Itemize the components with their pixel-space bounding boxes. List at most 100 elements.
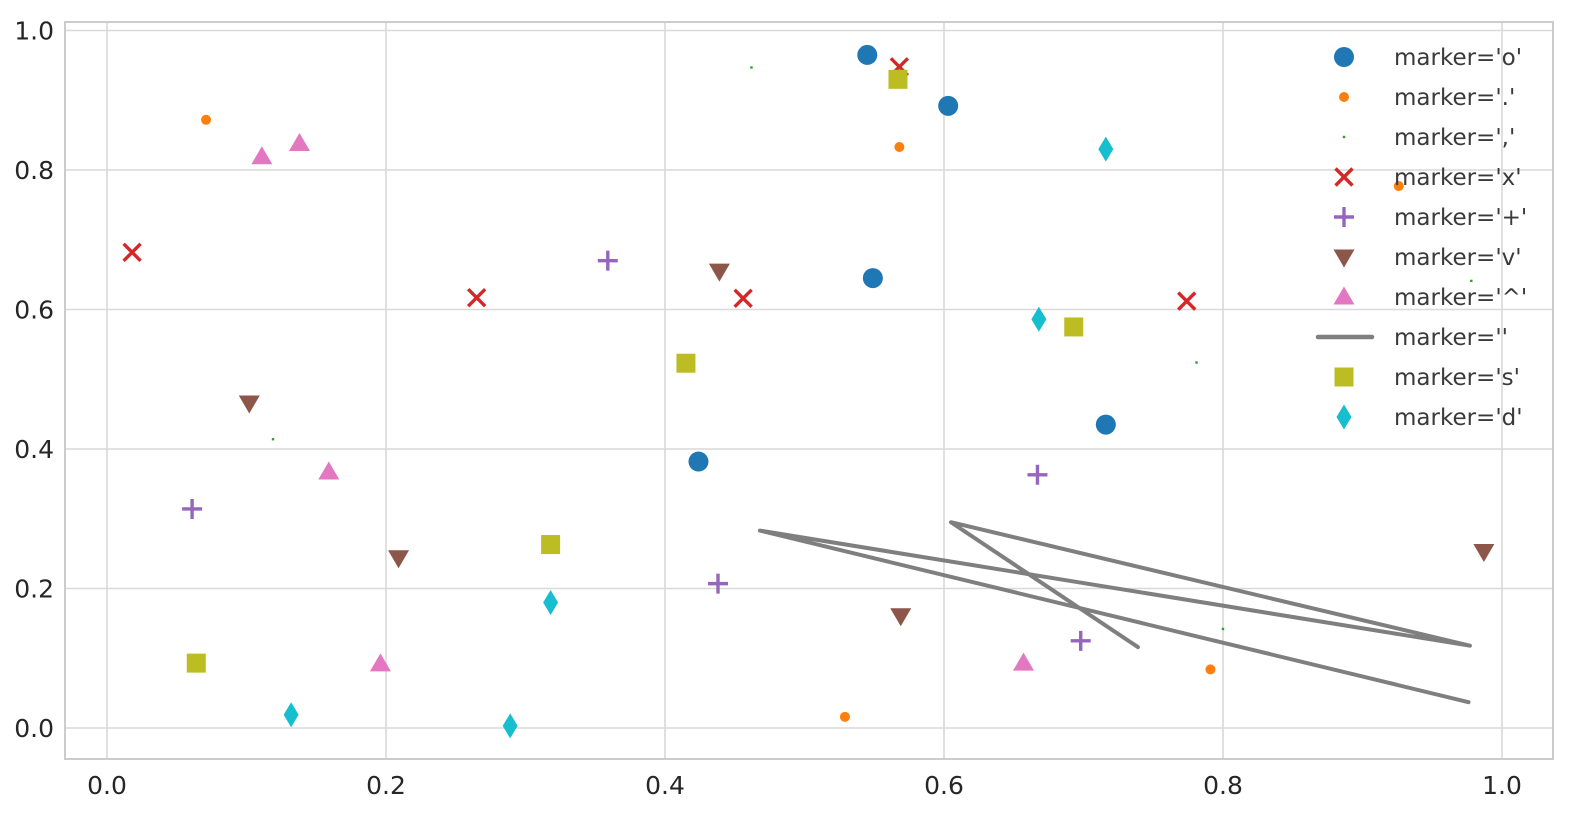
data-point-marker-comma — [1470, 279, 1473, 283]
legend-label: marker='+' — [1394, 205, 1527, 231]
legend-entry: marker='v' — [1333, 245, 1522, 271]
data-point-marker-. — [1393, 181, 1404, 192]
x-tick-label: 0.2 — [366, 771, 406, 800]
data-point-marker-o — [1095, 414, 1116, 435]
legend-label: marker='o' — [1394, 45, 1522, 71]
data-point-marker-o — [938, 95, 959, 116]
legend-label: marker='s' — [1394, 365, 1520, 391]
data-point-marker-s — [676, 353, 696, 373]
y-tick-label: 0.4 — [14, 435, 54, 464]
data-point-marker-s — [541, 535, 561, 555]
y-tick-label: 1.0 — [14, 17, 54, 46]
data-point-marker-d — [1031, 306, 1047, 332]
data-point-marker-s — [1334, 367, 1354, 387]
legend-entry: marker='x' — [1334, 165, 1522, 191]
data-point-marker-+ — [1070, 630, 1091, 651]
data-point-marker-o — [857, 44, 878, 65]
series-line — [757, 520, 1472, 705]
data-point-marker-v — [708, 263, 730, 282]
tick-labels: 0.0 0.2 0.4 0.6 0.8 1.0 0.0 0.2 0.4 0.6 0.8 1.0 — [14, 17, 1522, 801]
data-point-marker-x — [122, 242, 142, 263]
data-point-marker-+ — [182, 498, 203, 519]
data-point-marker-comma — [1221, 627, 1225, 631]
gridlines — [65, 22, 1553, 759]
data-point-marker-x — [1334, 167, 1354, 187]
data-point-marker-+ — [1334, 207, 1354, 227]
legend-label: marker='^' — [1394, 285, 1527, 311]
data-point-marker-v — [388, 550, 410, 569]
data-point-marker-s — [1064, 317, 1084, 337]
x-tick-label: 0.0 — [87, 771, 127, 800]
data-point-marker-. — [201, 114, 212, 125]
axes-spines — [64, 21, 1554, 760]
series-. — [201, 114, 1404, 722]
data-point-marker-d — [1098, 136, 1114, 162]
data-point-marker-^ — [251, 146, 273, 165]
legend-label: marker='.' — [1394, 85, 1515, 111]
data-point-marker-comma — [1195, 361, 1198, 364]
y-tick-label: 0.2 — [14, 575, 54, 604]
data-point-marker-x — [466, 287, 487, 308]
data-point-marker-^ — [369, 653, 391, 672]
legend-label: marker=',' — [1394, 125, 1515, 151]
data-point-marker-x — [1177, 291, 1197, 311]
data-point-marker-^ — [1333, 286, 1355, 305]
y-tick-label: 0.0 — [14, 714, 54, 743]
data-point-marker-s — [888, 69, 908, 89]
data-point-marker-v — [238, 395, 260, 414]
data-point-marker-d — [283, 702, 299, 728]
legend-label: marker='v' — [1394, 245, 1522, 271]
data-point-marker-comma — [271, 438, 275, 441]
legend-entry: marker='+' — [1334, 205, 1527, 231]
data-point-marker-. — [1339, 92, 1349, 102]
data-point-marker-s — [186, 653, 206, 673]
x-tick-label: 0.8 — [1203, 771, 1243, 800]
x-tick-label: 0.4 — [645, 771, 685, 800]
legend-entry: marker='.' — [1339, 85, 1515, 111]
y-tick-label: 0.6 — [14, 296, 54, 325]
legend-label: marker='d' — [1394, 405, 1523, 431]
series-d — [283, 136, 1114, 739]
data-point-marker-o — [1334, 47, 1354, 67]
series-comma — [271, 66, 1473, 631]
legend: marker='o' marker='.' marker=',' marker='x'… — [1315, 45, 1527, 431]
data-point-marker-+ — [708, 573, 729, 594]
legend-label: marker='x' — [1394, 165, 1522, 191]
data-point-marker-comma — [1342, 135, 1346, 139]
data-point-marker-. — [839, 711, 850, 722]
series-+ — [182, 250, 1091, 651]
series-^ — [251, 132, 1035, 672]
series-v — [238, 263, 1495, 627]
data-point-marker-^ — [318, 461, 340, 480]
data-point-marker-. — [1205, 664, 1216, 675]
data-point-marker-v — [890, 608, 912, 627]
legend-entry: marker='s' — [1334, 365, 1520, 391]
series-x — [122, 57, 1197, 311]
x-tick-label: 0.6 — [924, 771, 964, 800]
data-point-marker-. — [894, 141, 905, 152]
data-point-marker-^ — [1013, 652, 1035, 671]
data-point-marker-d — [543, 589, 559, 615]
legend-entry: marker='' — [1315, 325, 1508, 351]
legend-entry: marker='^' — [1333, 285, 1527, 311]
legend-entry: marker=',' — [1342, 125, 1515, 151]
line-series-path — [757, 520, 1472, 705]
y-tick-label: 0.8 — [14, 156, 54, 185]
data-point-marker-x — [733, 288, 753, 309]
series-o — [688, 44, 1116, 472]
x-tick-label: 1.0 — [1482, 771, 1522, 800]
data-point-marker-o — [688, 451, 709, 472]
data-point-marker-+ — [1027, 464, 1048, 485]
data-point-marker-v — [1473, 544, 1495, 563]
legend-entry: marker='o' — [1334, 45, 1522, 71]
legend-label: marker='' — [1394, 325, 1508, 351]
data-point-marker-d — [1336, 404, 1352, 430]
data-point-marker-comma — [750, 66, 753, 69]
legend-entry: marker='d' — [1336, 404, 1523, 431]
data-point-marker-^ — [289, 132, 311, 151]
series-s — [186, 69, 1084, 673]
data-point-marker-d — [502, 713, 518, 739]
